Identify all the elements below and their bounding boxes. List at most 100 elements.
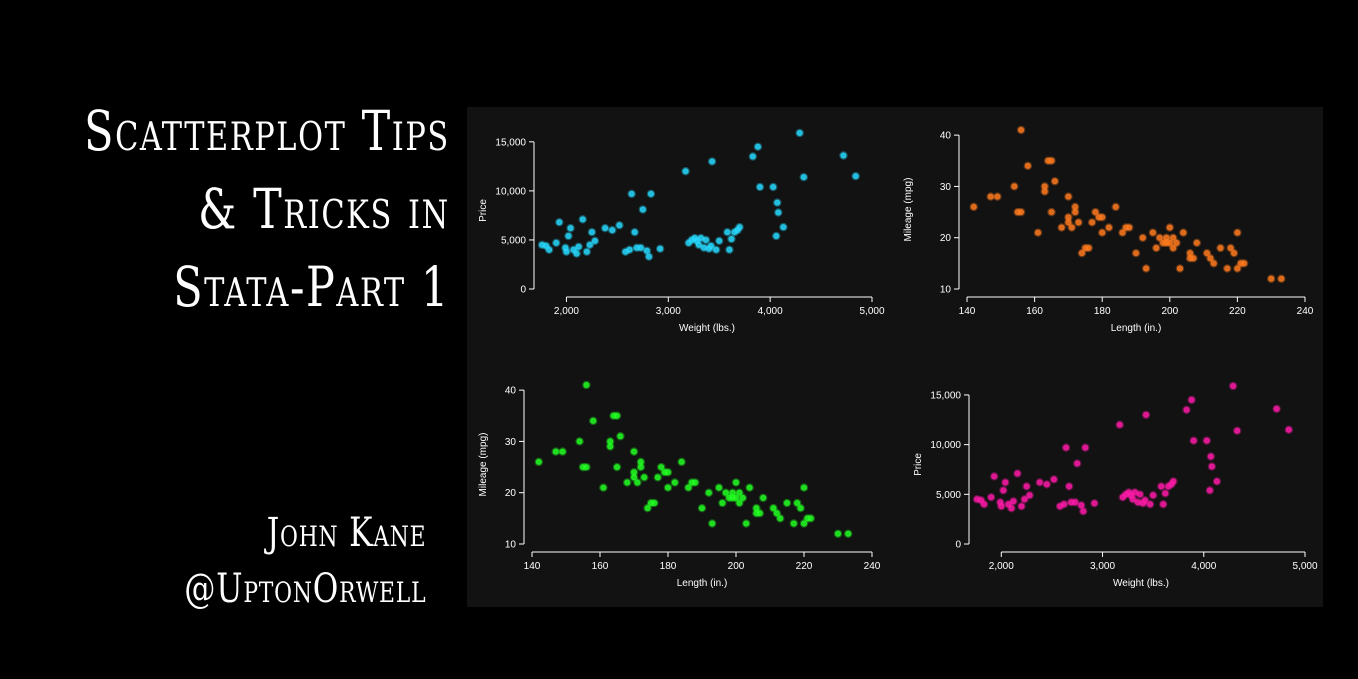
- y-tick-label: 0: [520, 285, 526, 296]
- data-point: [799, 519, 809, 528]
- data-point: [1128, 495, 1138, 504]
- data-point: [707, 157, 717, 166]
- data-point: [1165, 223, 1175, 232]
- data-point: [590, 236, 600, 246]
- data-point: [642, 246, 652, 255]
- y-axis-title: Mileage (mpg): [478, 433, 489, 497]
- data-point: [714, 483, 724, 492]
- data-point: [612, 462, 622, 472]
- data-point: [753, 142, 763, 151]
- data-point: [799, 483, 809, 492]
- data-point: [615, 220, 624, 230]
- data-point: [656, 462, 666, 472]
- x-tick-label: 240: [1297, 306, 1314, 317]
- data-point: [1207, 462, 1217, 471]
- data-point: [738, 493, 748, 503]
- data-point: [1115, 420, 1124, 429]
- data-point: [1104, 223, 1114, 232]
- title-line-3: Stata-Part 1: [173, 255, 450, 319]
- x-axis: 2,000 3,000 4,000 5,000: [554, 296, 885, 317]
- data-point: [1189, 436, 1198, 445]
- data-point: [629, 447, 639, 456]
- x-tick-label: 220: [796, 561, 813, 572]
- y-axis: 10 20 30 40: [940, 131, 960, 296]
- charts-panel: 0 5,000 10,000 15,000 2,000 3,000 4,000 5,000 We…: [467, 107, 1323, 607]
- data-point: [741, 519, 751, 528]
- y-tick-label: 10,000: [930, 440, 961, 451]
- data-point: [1111, 202, 1120, 212]
- data-point: [582, 380, 591, 390]
- data-point: [638, 205, 648, 214]
- data-point: [1232, 426, 1242, 435]
- x-tick-label: 140: [524, 561, 541, 572]
- data-point: [727, 234, 736, 244]
- data-point: [731, 478, 741, 487]
- data-point: [544, 245, 554, 254]
- data-point: [701, 235, 711, 245]
- data-point: [1161, 489, 1170, 498]
- x-tick-label: 2,000: [554, 306, 579, 317]
- x-axis: 2,000 3,000 4,000 5,000: [989, 551, 1318, 572]
- data-point: [1175, 264, 1185, 273]
- data-point: [582, 247, 592, 256]
- data-point: [677, 457, 686, 467]
- data-point: [725, 245, 734, 254]
- data-point: [796, 503, 805, 513]
- data-point: [562, 247, 571, 256]
- data-point: [1165, 238, 1175, 248]
- data-point: [1091, 207, 1100, 217]
- data-point: [1042, 480, 1052, 489]
- y-tick-label: 10,000: [495, 186, 526, 197]
- data-point: [745, 483, 754, 492]
- data-point: [755, 508, 765, 518]
- data-point: [774, 208, 783, 217]
- data-point: [575, 437, 584, 446]
- data-point: [986, 192, 995, 201]
- data-point: [969, 202, 979, 212]
- data-point: [1145, 500, 1155, 509]
- data-point: [1140, 496, 1150, 505]
- data-point: [1187, 395, 1196, 405]
- x-tick-label: 160: [1026, 306, 1043, 317]
- x-tick-label: 240: [864, 561, 881, 572]
- y-tick-label: 20: [505, 488, 517, 499]
- data-point: [566, 223, 575, 233]
- data-point: [1179, 228, 1188, 237]
- x-axis: 140 160 180 200 220 240: [524, 551, 881, 572]
- data-point: [690, 478, 700, 487]
- data-point: [1226, 243, 1235, 253]
- scatter-chart-1: 0 5,000 10,000 15,000 2,000 3,000 4,000 5,000 We…: [478, 128, 885, 334]
- x-tick-label: 180: [1094, 306, 1111, 317]
- data-point: [1202, 436, 1212, 445]
- data-point: [655, 244, 665, 254]
- data-point: [622, 478, 632, 487]
- x-tick-label: 160: [592, 561, 609, 572]
- y-axis-title: Price: [913, 453, 924, 476]
- data-point: [1067, 223, 1077, 232]
- data-point: [1266, 274, 1276, 283]
- data-point: [612, 411, 622, 421]
- x-tick-label: 200: [1161, 306, 1178, 317]
- y-axis-title: Price: [478, 199, 489, 222]
- data-point: [789, 519, 799, 528]
- data-point: [627, 189, 636, 199]
- data-point: [534, 457, 544, 467]
- data-point: [616, 432, 625, 441]
- data-point: [1013, 469, 1022, 478]
- data-point: [1025, 491, 1034, 500]
- data-point: [1138, 233, 1148, 242]
- y-tick-label: 30: [505, 437, 517, 448]
- data-point: [1205, 486, 1215, 495]
- data-point: [769, 503, 778, 513]
- data-points: [534, 380, 853, 538]
- data-point: [605, 437, 615, 446]
- y-axis: 0 5,000 10,000 15,000: [930, 390, 970, 551]
- author-handle: @UptonOrwell: [183, 566, 426, 612]
- title-line-1: Scatterplot Tips: [84, 99, 450, 163]
- data-point: [694, 240, 704, 250]
- data-point: [1192, 238, 1202, 248]
- data-point: [1050, 177, 1060, 186]
- data-point: [551, 447, 561, 456]
- data-point: [851, 171, 860, 181]
- data-point: [1162, 233, 1171, 242]
